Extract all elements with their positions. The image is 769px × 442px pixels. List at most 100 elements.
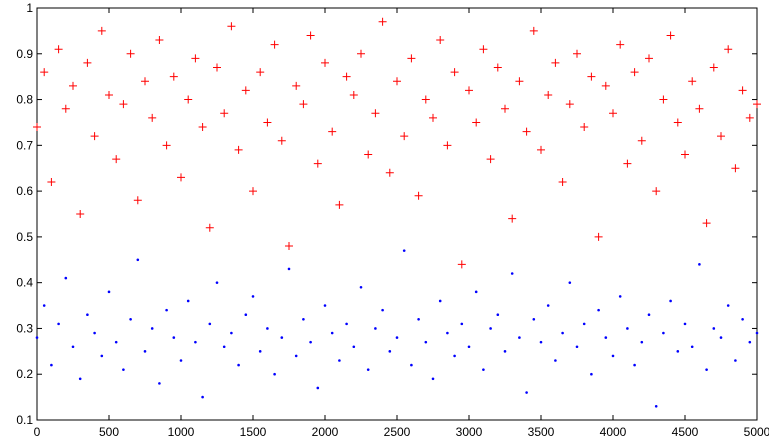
point: [450, 68, 459, 77]
point: [573, 49, 581, 58]
point: [424, 340, 428, 344]
point: [460, 322, 464, 326]
point: [522, 127, 531, 136]
point: [690, 345, 694, 349]
point: [496, 313, 500, 317]
point: [518, 336, 521, 339]
point: [133, 196, 142, 205]
point: [107, 290, 111, 294]
point: [748, 340, 752, 344]
point: [198, 123, 207, 132]
point: [263, 118, 272, 127]
x-tick-label: 1500: [240, 425, 267, 439]
point: [623, 159, 632, 168]
point: [148, 113, 157, 122]
point: [580, 123, 589, 132]
point: [270, 40, 279, 49]
point: [86, 313, 89, 317]
point: [601, 81, 610, 90]
point: [546, 304, 550, 307]
x-tick-label: 4500: [672, 425, 699, 439]
point: [688, 77, 697, 86]
point: [213, 63, 221, 72]
point: [280, 336, 284, 339]
point: [479, 45, 488, 54]
point: [349, 90, 358, 99]
point: [126, 49, 135, 58]
point: [630, 68, 639, 77]
point: [302, 317, 305, 321]
point: [352, 345, 356, 349]
point: [165, 308, 168, 312]
point: [532, 317, 536, 321]
point: [205, 223, 214, 232]
point: [177, 173, 185, 182]
point: [731, 164, 740, 173]
point: [705, 368, 708, 371]
point: [575, 345, 579, 349]
point: [659, 95, 668, 104]
point: [64, 276, 68, 280]
point: [734, 359, 737, 362]
point: [446, 331, 449, 335]
point: [277, 136, 286, 145]
point: [472, 118, 481, 127]
point: [208, 322, 212, 326]
point: [172, 336, 176, 339]
point: [537, 145, 545, 154]
point: [83, 58, 92, 67]
point: [410, 363, 413, 367]
plot-frame: [36, 7, 758, 421]
point: [486, 155, 495, 164]
point: [400, 132, 409, 141]
x-tick-label: 2500: [384, 425, 411, 439]
point: [493, 63, 502, 72]
point: [587, 72, 596, 81]
point: [465, 86, 473, 95]
point: [676, 350, 680, 353]
point: [597, 308, 600, 312]
point: [69, 81, 77, 90]
y-tick-label: 0.1: [16, 413, 33, 427]
point: [393, 77, 401, 86]
y-tick-label: 0.6: [16, 184, 33, 198]
point: [54, 45, 63, 54]
point: [222, 345, 226, 349]
point: [724, 45, 733, 54]
point: [299, 100, 308, 109]
point: [179, 359, 183, 362]
point: [429, 113, 437, 122]
point: [266, 327, 269, 330]
x-tick-label: 500: [99, 425, 119, 439]
point: [321, 58, 329, 67]
x-tick-label: 3500: [528, 425, 555, 439]
point: [753, 100, 761, 109]
point: [417, 317, 420, 321]
point: [503, 350, 507, 353]
point: [35, 336, 39, 339]
point: [616, 40, 625, 49]
point: [457, 260, 466, 269]
point: [345, 322, 348, 326]
point: [71, 345, 75, 349]
point: [155, 36, 164, 45]
point: [618, 295, 622, 298]
point: [191, 54, 200, 63]
point: [249, 187, 257, 196]
point: [309, 340, 312, 344]
y-tick-label: 0.2: [16, 367, 33, 381]
point: [726, 304, 730, 307]
point: [640, 340, 644, 344]
x-tick-label: 3000: [456, 425, 483, 439]
point: [186, 299, 190, 303]
point: [129, 317, 132, 321]
point: [609, 109, 617, 118]
point: [544, 90, 553, 99]
point: [745, 113, 754, 122]
point: [330, 331, 334, 335]
point: [683, 322, 687, 326]
point: [702, 219, 711, 228]
point: [695, 104, 704, 113]
point: [669, 299, 672, 303]
point: [558, 177, 567, 186]
